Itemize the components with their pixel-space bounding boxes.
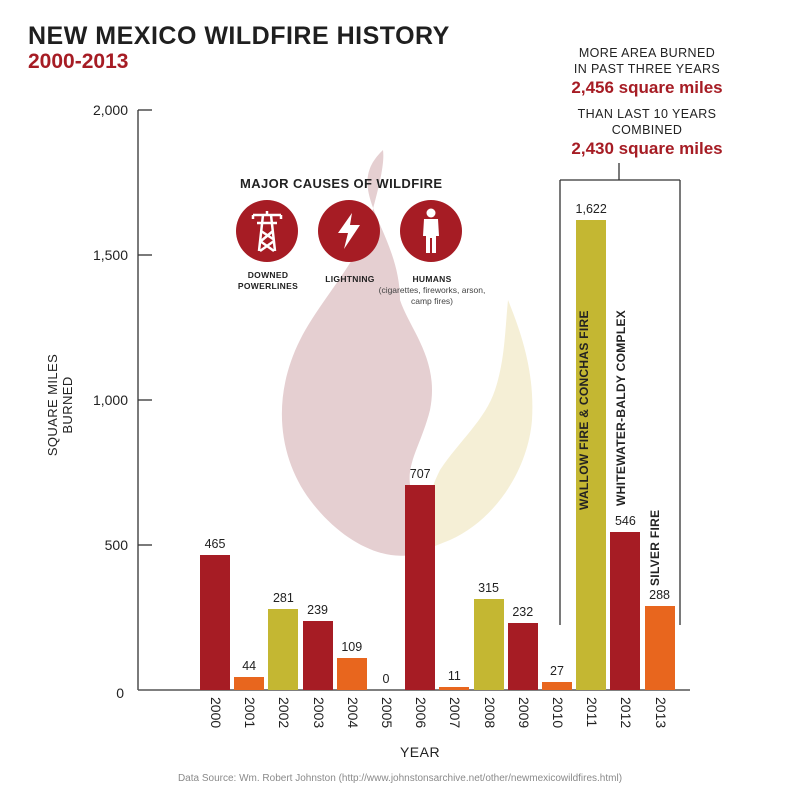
x-tick-label: 2007 [447,697,464,729]
x-tick-label: 2005 [379,697,395,729]
bar-value-label: 1,622 [575,201,607,216]
x-tick-label: 2006 [413,697,430,729]
annotation-line-2: IN PAST THREE YEARS [573,62,721,76]
bar-2009 [507,622,538,690]
bar-value-label: 27 [550,664,564,679]
cause-powerlines: DOWNED POWERLINES [236,200,300,292]
bar-value-label: 315 [478,580,500,595]
bar-value-label: 11 [447,668,461,683]
bar-value-label: 288 [649,588,671,603]
y-tick-label: 500 [104,537,128,553]
bar-2000 [200,555,230,690]
bar-2012 [610,531,641,690]
bar-value-label: 109 [341,640,363,655]
fire-label-2012: WHITEWATER-BALDY COMPLEX [614,309,628,506]
cause-label: LIGHTNING [325,274,375,284]
cause-lightning: LIGHTNING [318,200,382,285]
bar-2002 [268,608,299,690]
annotation-line-1: MORE AREA BURNED [578,46,716,60]
bar-value-label: 281 [272,590,294,605]
y-tick-label: 1,500 [92,247,128,263]
bar-value-label: 232 [512,604,534,619]
annotation-line-4: COMBINED [611,123,683,137]
fire-label-2011: WALLOW FIRE & CONCHAS FIRE [577,310,591,510]
bar-2006 [405,484,436,690]
cause-label: DOWNED POWERLINES [237,270,299,291]
y-tick-label: 1,000 [92,392,128,408]
x-tick-label: 2003 [310,697,327,729]
chart-subtitle: 2000-2013 [28,50,129,73]
x-tick-label: 2001 [242,697,259,729]
x-axis-title: YEAR [399,744,441,760]
bar-value-label: 546 [614,513,636,528]
cause-label: HUMANS [412,274,452,284]
bar-2013 [644,606,675,690]
bar-2001 [234,677,265,690]
human-icon [400,200,462,262]
y-tick-label: 2,000 [92,102,128,118]
x-tick-label: 2010 [550,697,566,729]
x-tick-label: 2000 [208,697,224,729]
bar-2003 [302,620,333,690]
annotation-value-2: 2,430 square miles [571,139,723,158]
bar-value-label: 707 [409,466,431,481]
bar-value-label: 0 [382,672,390,686]
lightning-icon [318,200,380,262]
fire-label-2013: SILVER FIRE [648,509,662,586]
y-tick-label: 0 [116,685,124,701]
x-tick-label: 2008 [481,697,498,729]
x-tick-label: 2002 [276,697,293,729]
x-tick-label: 2004 [344,697,361,729]
causes-title: MAJOR CAUSES OF WILDFIRE [240,176,443,191]
powerline-tower-icon [236,200,298,262]
bar-2010 [542,682,572,690]
cause-sublabel: (cigarettes, fireworks, arson, camp fire… [378,285,486,306]
x-tick-label: 2013 [652,697,669,729]
bar-value-label: 239 [307,602,329,617]
x-tick-label: 2009 [515,697,532,729]
x-tick-label: 2011 [584,697,601,728]
bar-value-label: 465 [204,537,226,552]
bar-2004 [336,658,367,690]
bar-value-label: 44 [242,659,257,674]
bar-2008 [473,598,504,690]
annotation-value-1: 2,456 square miles [571,78,723,97]
bar-2007 [439,686,470,690]
cause-humans: HUMANS (cigarettes, fireworks, arson, ca… [379,200,485,307]
bar-2011 [576,219,607,690]
annotation-line-3: THAN LAST 10 YEARS [577,107,717,121]
data-source: Data Source: Wm. Robert Johnston (http:/… [177,773,623,784]
chart-title: NEW MEXICO WILDFIRE HISTORY [28,22,450,50]
x-tick-label: 2012 [618,697,635,729]
